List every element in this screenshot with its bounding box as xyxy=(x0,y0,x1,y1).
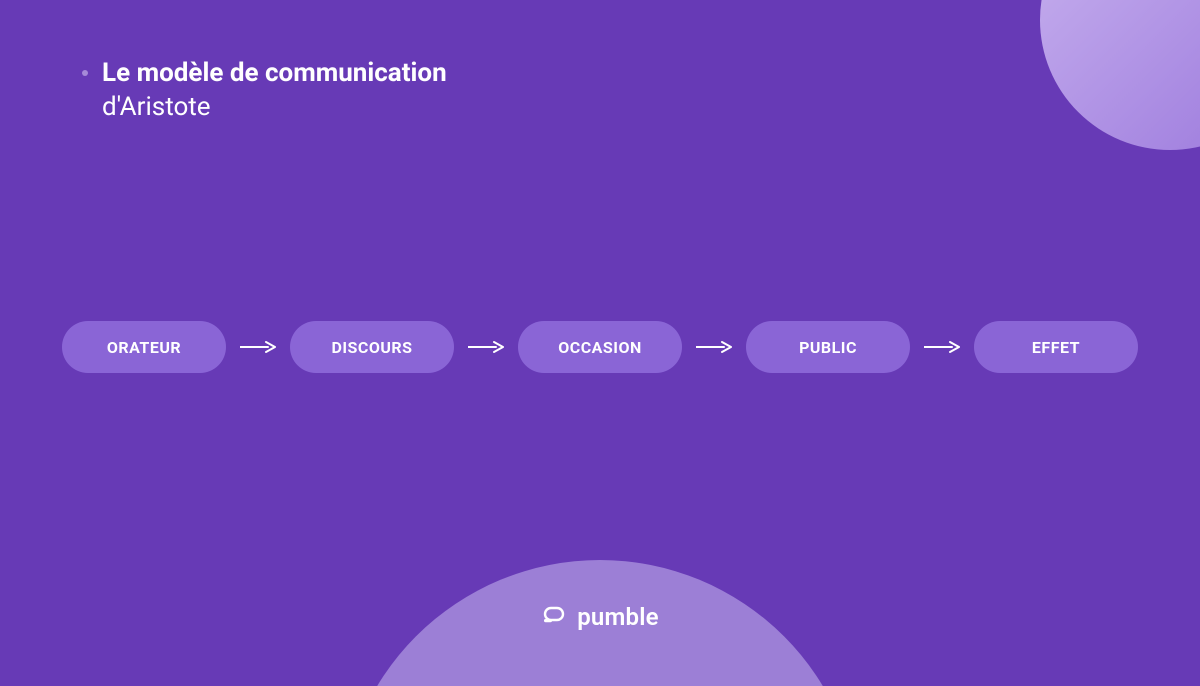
title-block: Le modèle de communication d'Aristote xyxy=(102,56,447,124)
diagram-canvas: Le modèle de communication d'Aristote OR… xyxy=(0,0,1200,686)
flow-node-label: DISCOURS xyxy=(331,338,412,357)
header: Le modèle de communication d'Aristote xyxy=(82,56,447,124)
flow-node: PUBLIC xyxy=(746,321,910,373)
decor-circle-top xyxy=(1040,0,1200,150)
flow-node-label: PUBLIC xyxy=(799,338,857,357)
flow-node: ORATEUR xyxy=(62,321,226,373)
bullet-icon xyxy=(82,70,88,76)
logo: pumble xyxy=(0,602,1200,632)
arrow-icon xyxy=(454,321,518,373)
arrow-icon xyxy=(682,321,746,373)
flow-node: EFFET xyxy=(974,321,1138,373)
flow-node-label: EFFET xyxy=(1032,338,1080,357)
flow-node-label: OCCASION xyxy=(558,338,642,357)
flow-node-label: ORATEUR xyxy=(107,338,181,357)
flow-row: ORATEUR DISCOURS OCCASION PUBLIC EFFET xyxy=(0,321,1200,373)
logo-mark-icon xyxy=(541,602,567,632)
flow-node: DISCOURS xyxy=(290,321,454,373)
flow-node: OCCASION xyxy=(518,321,682,373)
logo-text: pumble xyxy=(577,603,659,631)
arrow-icon xyxy=(226,321,290,373)
arrow-icon xyxy=(910,321,974,373)
title-line-1: Le modèle de communication xyxy=(102,56,447,90)
title-line-2: d'Aristote xyxy=(102,90,447,124)
